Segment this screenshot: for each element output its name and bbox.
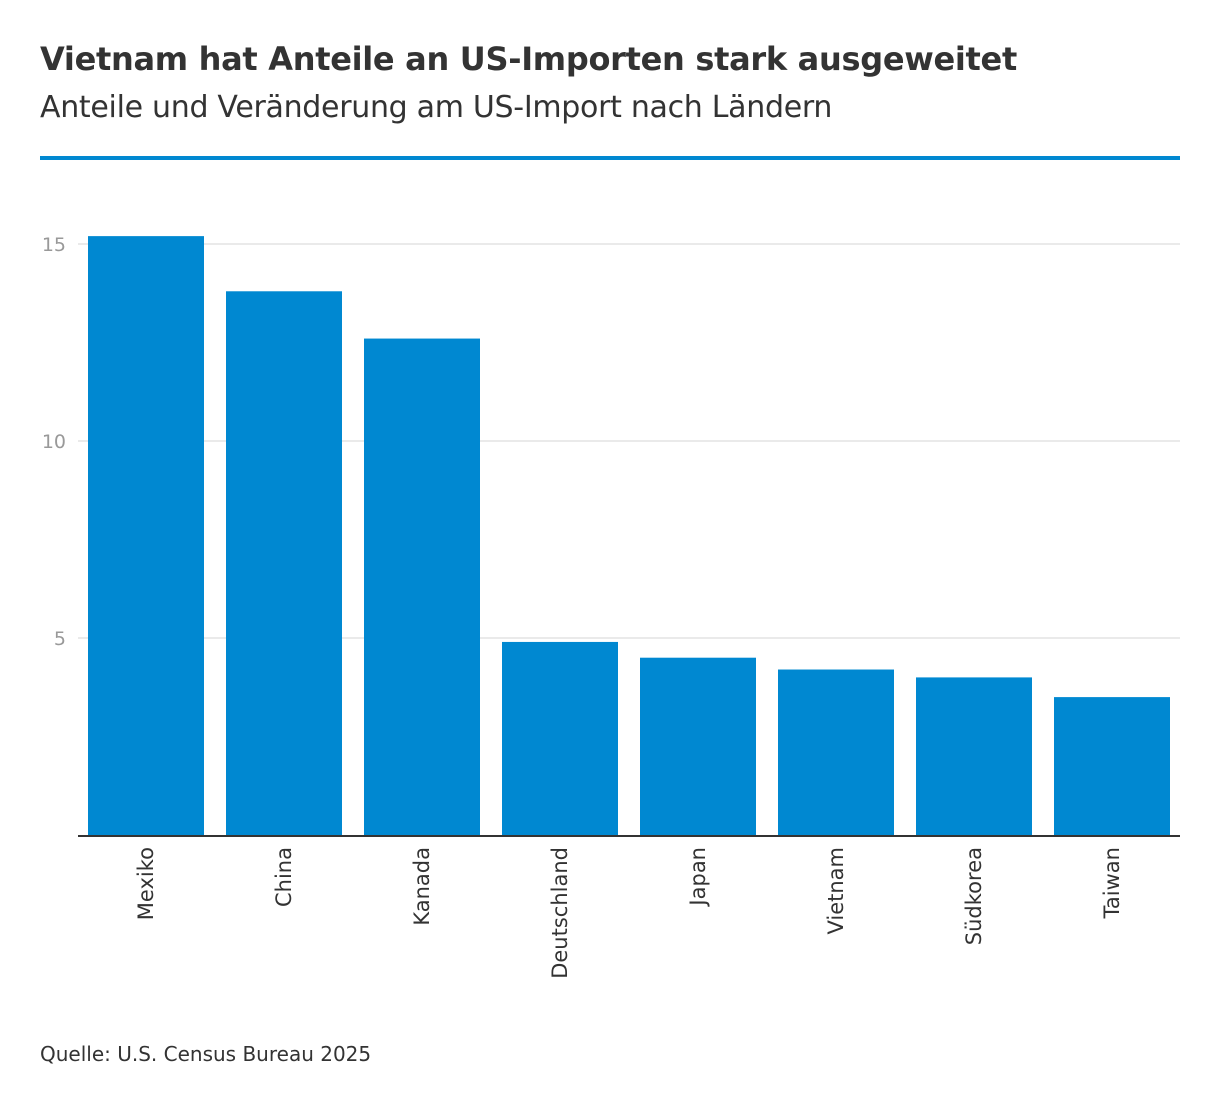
source-note: Quelle: U.S. Census Bureau 2025 bbox=[40, 1042, 372, 1066]
title-divider bbox=[40, 156, 1180, 160]
y-tick-label-10: 10 bbox=[42, 431, 66, 453]
x-tick-label-china: China bbox=[272, 847, 296, 907]
bar-vietnam bbox=[778, 669, 894, 835]
bar-mexiko bbox=[88, 236, 204, 835]
x-tick-label-vietnam: Vietnam bbox=[824, 847, 848, 935]
chart-title: Vietnam hat Anteile an US-Importen stark… bbox=[40, 40, 1017, 78]
x-tick-label-japan: Japan bbox=[686, 847, 710, 908]
bar-deutschland bbox=[502, 641, 618, 835]
y-axis-tick-labels: 5 10 15 bbox=[42, 234, 66, 650]
y-tick-label-15: 15 bbox=[42, 234, 66, 256]
x-tick-label-deutschland: Deutschland bbox=[548, 847, 572, 979]
x-tick-label-suedkorea: Südkorea bbox=[962, 847, 986, 945]
bar-japan bbox=[640, 657, 756, 835]
chart-subtitle: Anteile und Veränderung am US-Import nac… bbox=[40, 90, 833, 125]
bar-kanada bbox=[364, 338, 480, 835]
x-tick-label-kanada: Kanada bbox=[410, 847, 434, 926]
bars bbox=[88, 236, 1170, 835]
bar-suedkorea bbox=[916, 677, 1032, 835]
y-tick-label-5: 5 bbox=[54, 628, 66, 650]
x-tick-label-taiwan: Taiwan bbox=[1100, 847, 1124, 919]
bar-china bbox=[226, 291, 342, 835]
x-axis-tick-labels: Mexiko China Kanada Deutschland Japan Vietnam… bbox=[134, 847, 1124, 979]
x-tick-label-mexiko: Mexiko bbox=[134, 847, 158, 920]
bar-taiwan bbox=[1054, 697, 1170, 835]
